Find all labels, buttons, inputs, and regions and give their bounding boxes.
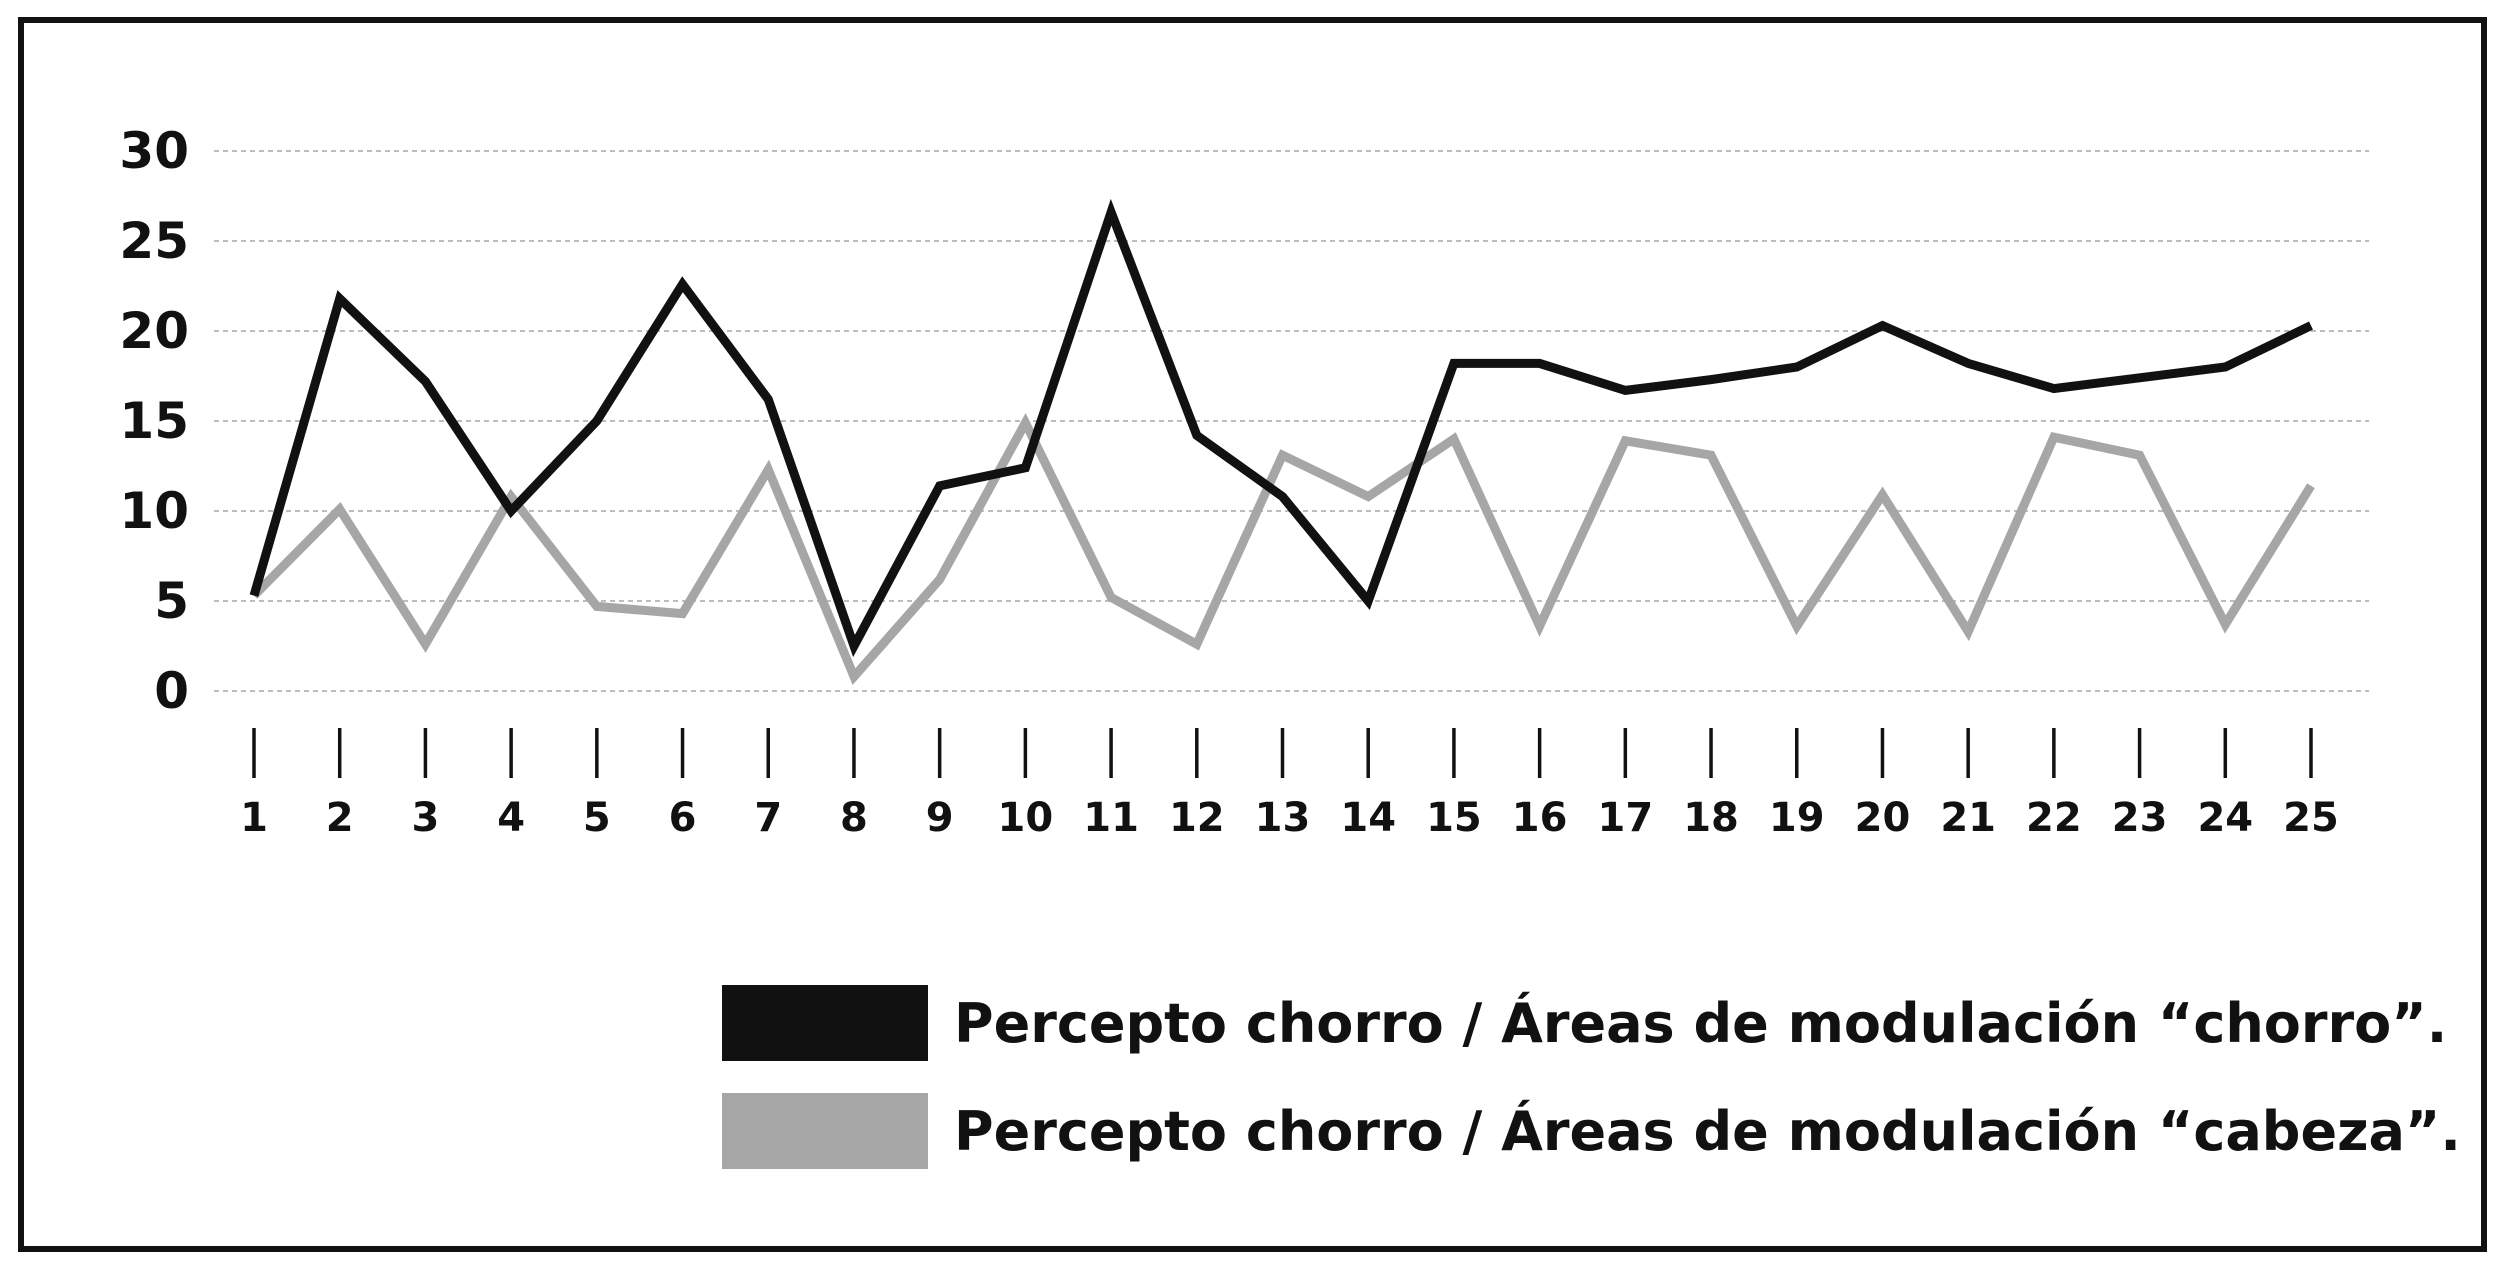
x-tick-label: 13 — [1255, 795, 1311, 841]
x-tick-label: 19 — [1769, 795, 1825, 841]
x-tick-label: 7 — [754, 795, 782, 841]
x-tick-label: 24 — [2197, 795, 2253, 841]
y-tick-label: 10 — [119, 482, 189, 540]
x-tick-label: 21 — [1940, 795, 1996, 841]
x-tick-label: 14 — [1340, 795, 1396, 841]
x-tick-label: 20 — [1855, 795, 1911, 841]
x-tick-label: 18 — [1683, 795, 1739, 841]
x-tick-label: 5 — [583, 795, 611, 841]
legend-swatch — [722, 1093, 928, 1169]
legend-label: Percepto chorro / Áreas de modulación “c… — [954, 992, 2447, 1055]
x-tick-label: 15 — [1426, 795, 1482, 841]
y-axis: 0 5 10 15 20 25 30 — [119, 122, 189, 720]
x-tick-label: 4 — [497, 795, 525, 841]
y-tick-label: 0 — [154, 662, 189, 720]
x-tick-label: 16 — [1512, 795, 1568, 841]
x-tick-label: 2 — [326, 795, 354, 841]
y-tick-label: 30 — [119, 122, 189, 180]
x-tick-label: 6 — [669, 795, 697, 841]
y-tick-label: 20 — [119, 302, 189, 360]
y-tick-label: 15 — [119, 392, 189, 450]
x-tick-label: 9 — [926, 795, 954, 841]
y-tick-label: 25 — [119, 212, 189, 270]
grid-lines — [214, 150, 2369, 692]
y-tick-label: 5 — [154, 572, 189, 630]
legend-label: Percepto chorro / Áreas de modulación “c… — [954, 1100, 2461, 1163]
legend-swatch — [722, 985, 928, 1061]
x-tick-label: 8 — [840, 795, 868, 841]
legend: Percepto chorro / Áreas de modulación “c… — [722, 985, 2461, 1169]
x-tick-label: 25 — [2283, 795, 2339, 841]
x-tick-label: 10 — [998, 795, 1054, 841]
x-axis: 1 2 3 4 5 6 7 8 9 10 11 12 13 14 15 16 17 18 19 20 21 22 23 24 2… — [240, 728, 2339, 841]
x-tick-label: 22 — [2026, 795, 2082, 841]
series-line-1 — [249, 198, 2313, 658]
series-lines — [249, 198, 2315, 685]
x-tick-label: 11 — [1083, 795, 1139, 841]
x-tick-label: 17 — [1597, 795, 1653, 841]
x-tick-label: 12 — [1169, 795, 1225, 841]
x-tick-label: 1 — [240, 795, 268, 841]
x-tick-label: 23 — [2112, 795, 2168, 841]
x-tick-label: 3 — [411, 795, 439, 841]
chart-frame: 0 5 10 15 20 25 30 1 2 3 4 5 6 7 8 9 10 11 12 13 14 15 16 17 18… — [18, 17, 2487, 1252]
